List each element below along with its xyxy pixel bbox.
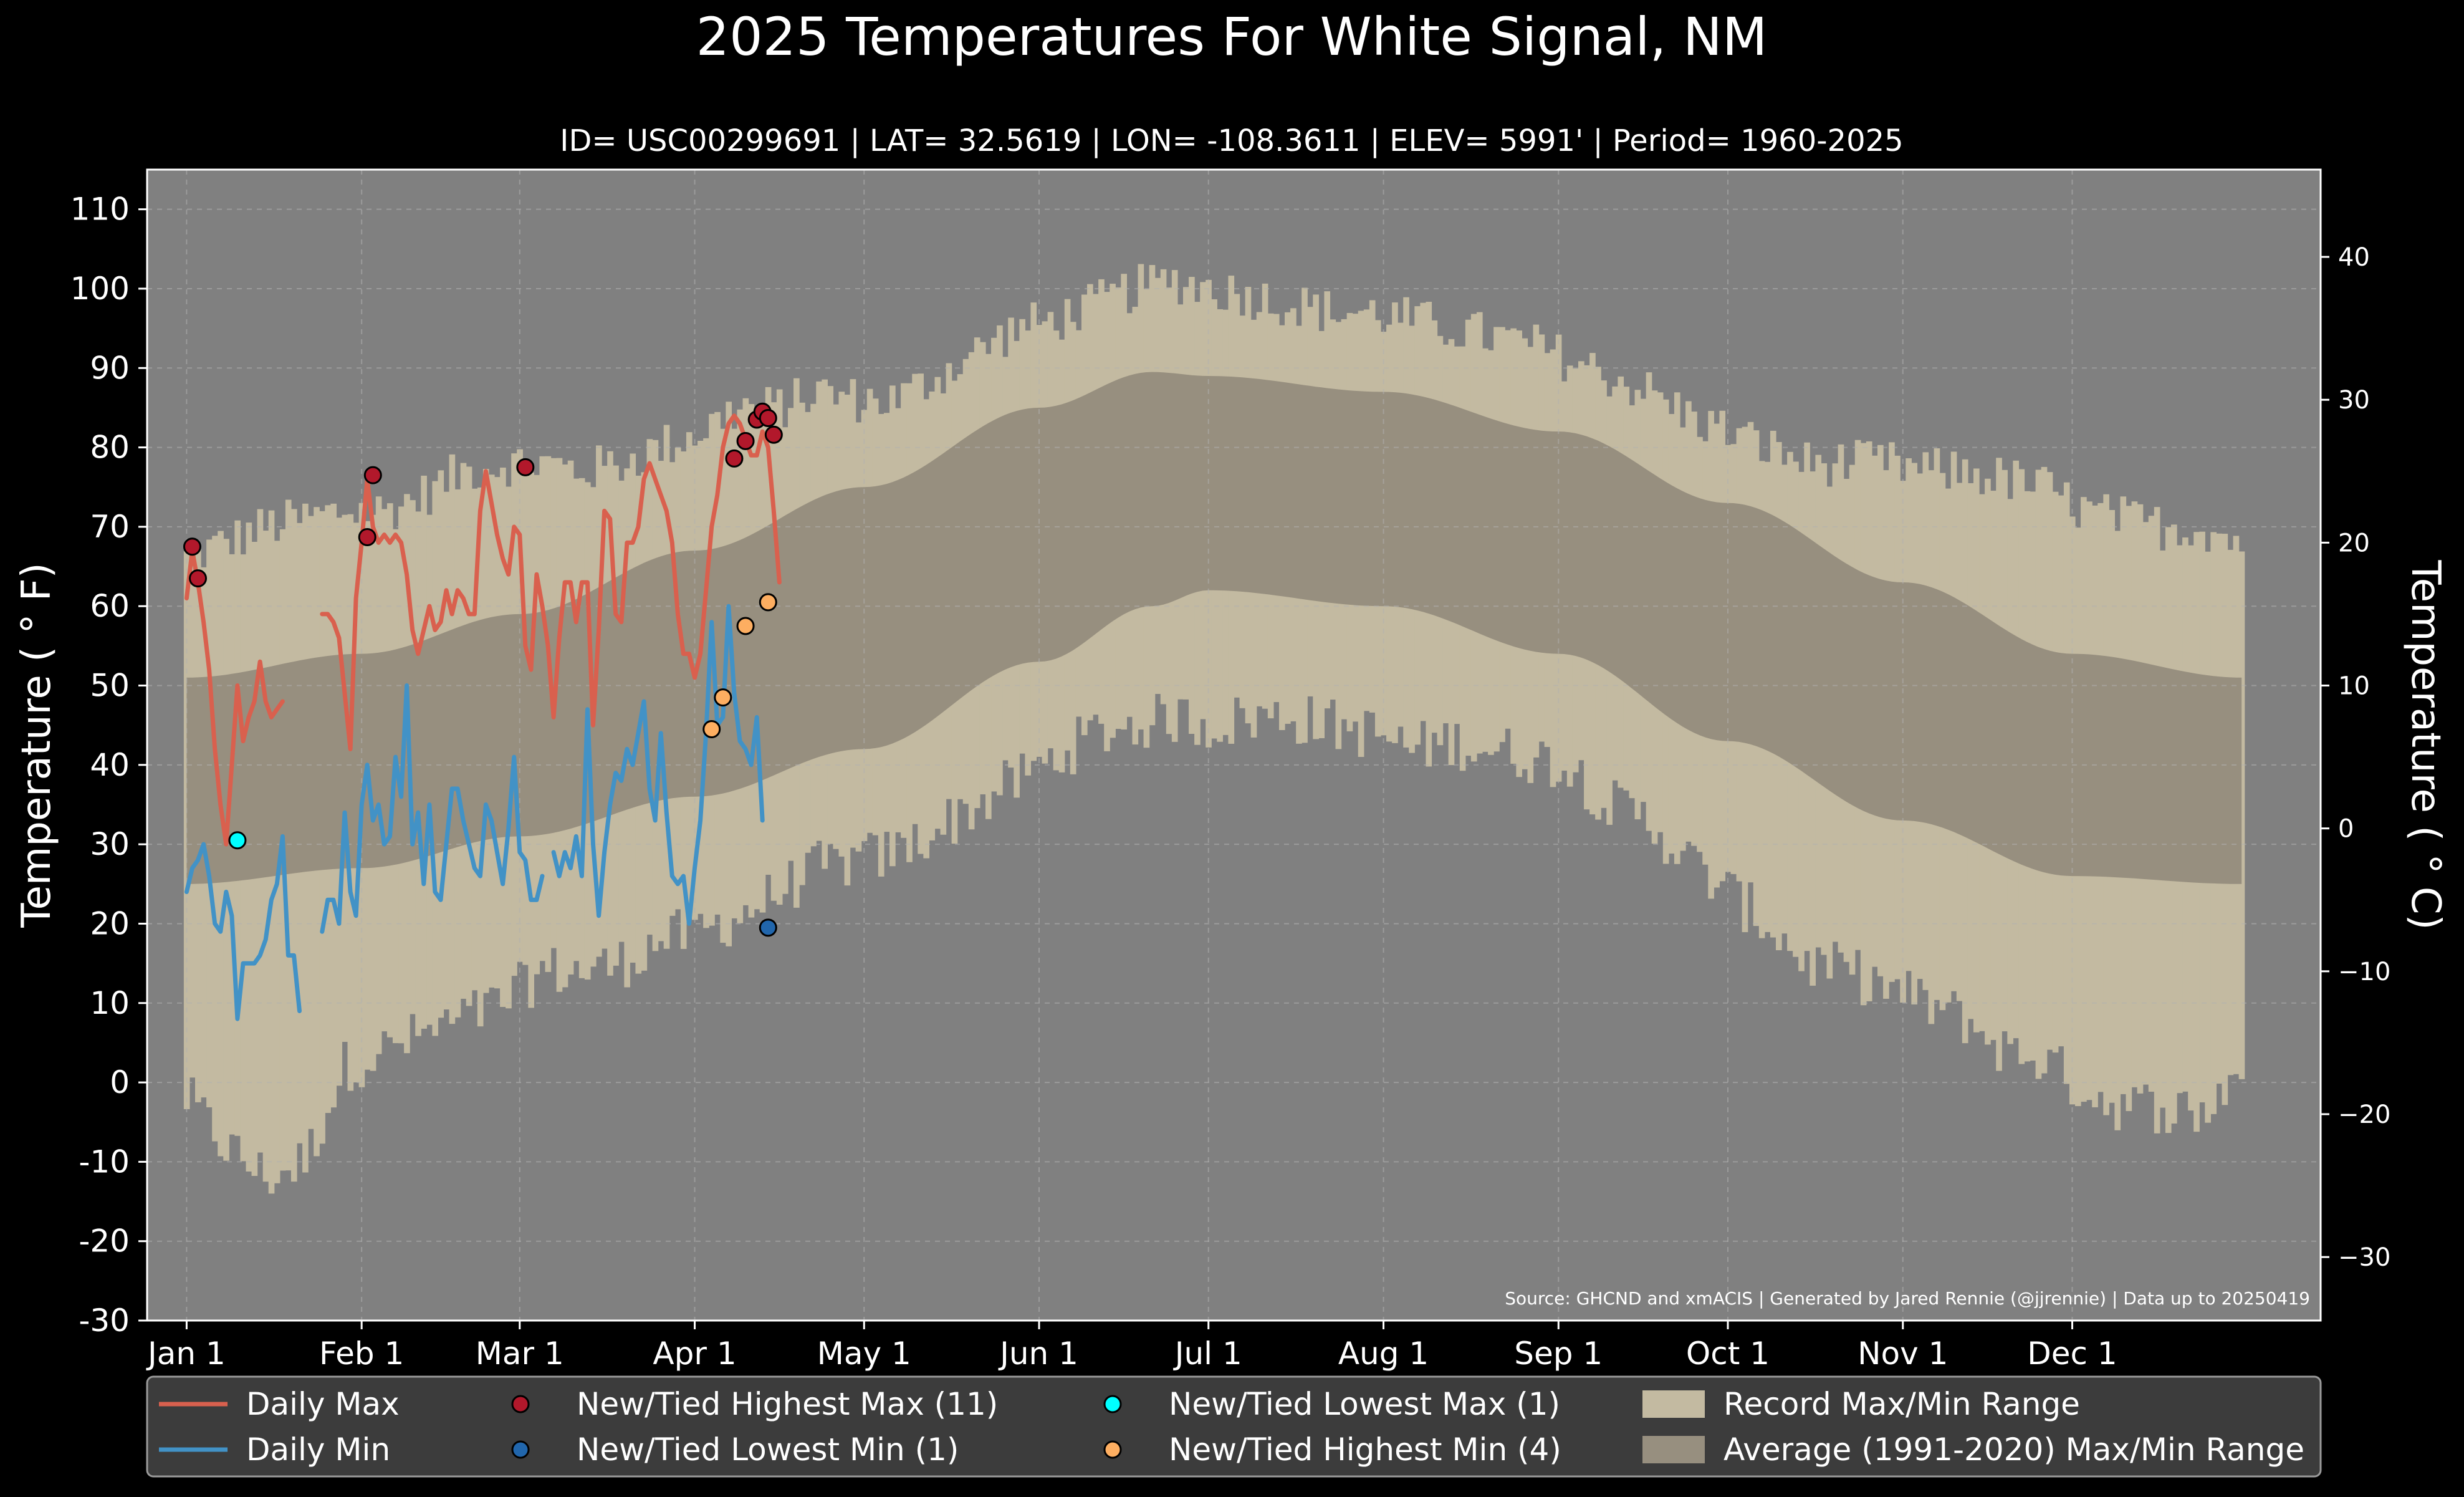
y-tick-label-right: −10 xyxy=(2338,958,2390,986)
legend-item: Record Max/Min Range xyxy=(1642,1386,2080,1422)
legend-label: Record Max/Min Range xyxy=(1723,1386,2080,1422)
y-tick-label: 10 xyxy=(90,985,130,1021)
x-tick-label: Jan 1 xyxy=(146,1336,226,1372)
y-tick-label: 20 xyxy=(90,905,130,941)
y-tick-label: -10 xyxy=(79,1143,130,1180)
y-tick-label-right: −30 xyxy=(2338,1243,2390,1272)
y-tick-label-right: 10 xyxy=(2338,672,2370,701)
x-tick-label: Sep 1 xyxy=(1514,1336,1603,1372)
legend: Daily Max Daily Min New/Tied Highest Max (… xyxy=(146,1375,2322,1478)
legend-item: New/Tied Lowest Max (1) xyxy=(1103,1386,1560,1422)
legend-swatch-patch xyxy=(1642,1390,1705,1418)
series-line-daily-min xyxy=(184,604,765,1021)
x-tick-label: Mar 1 xyxy=(476,1336,564,1372)
legend-label: New/Tied Highest Max (11) xyxy=(577,1386,998,1422)
marker-highest-max xyxy=(358,527,376,546)
y-tick-label: 90 xyxy=(90,350,130,386)
y-tick-label: 100 xyxy=(70,271,130,307)
y-tick-label: 50 xyxy=(90,668,130,704)
y-axis-label-left: Temperature ( ° F) xyxy=(14,562,60,928)
x-tick-label: Nov 1 xyxy=(1858,1336,1948,1372)
marker-highest-min xyxy=(759,593,777,612)
y-tick-label-right: 0 xyxy=(2338,815,2354,844)
x-tick-label: Feb 1 xyxy=(319,1336,404,1372)
y-tick-label: 0 xyxy=(110,1064,130,1100)
x-tick-label: Jun 1 xyxy=(998,1336,1078,1372)
marker-lowest-min xyxy=(759,918,777,937)
marker-lowest-max xyxy=(228,831,247,850)
series-line-daily-max xyxy=(184,413,782,847)
source-note: Source: GHCND and xmACIS | Generated by … xyxy=(1505,1288,2310,1309)
plot-frame xyxy=(146,168,2322,1322)
y-tick-label: 30 xyxy=(90,826,130,862)
x-tick-label: Dec 1 xyxy=(2027,1336,2117,1372)
legend-item: Daily Min xyxy=(159,1432,390,1468)
x-tick-label: Oct 1 xyxy=(1686,1336,1770,1372)
y-tick-label: 80 xyxy=(90,430,130,466)
series-lines xyxy=(184,413,782,1021)
y-tick-label-right: 40 xyxy=(2338,243,2370,272)
y-tick-label: 40 xyxy=(90,747,130,783)
y-tick-label: -20 xyxy=(79,1223,130,1259)
y-tick-label: 70 xyxy=(90,509,130,545)
legend-label: New/Tied Lowest Min (1) xyxy=(577,1432,959,1468)
record-markers xyxy=(183,402,783,937)
legend-label: New/Tied Highest Min (4) xyxy=(1169,1432,1561,1468)
y-tick-label-right: 20 xyxy=(2338,529,2370,557)
y-tick-label-right: −20 xyxy=(2338,1100,2390,1129)
marker-highest-max xyxy=(363,466,382,484)
x-tick-label: Apr 1 xyxy=(653,1336,736,1372)
legend-box xyxy=(146,1375,2322,1478)
legend-item: Daily Max xyxy=(159,1386,400,1422)
average-range-band xyxy=(186,372,2242,884)
marker-highest-min xyxy=(714,688,732,707)
plot-area xyxy=(147,170,2321,1321)
gridlines xyxy=(147,170,2321,1321)
marker-highest-max xyxy=(725,449,744,468)
legend-label: Daily Min xyxy=(246,1432,390,1468)
legend-swatch-marker xyxy=(1103,1440,1122,1459)
marker-highest-max xyxy=(189,569,208,588)
legend-label: Daily Max xyxy=(246,1386,400,1422)
chart-title: 2025 Temperatures For White Signal, NM xyxy=(696,6,1768,67)
legend-swatch-marker xyxy=(511,1395,530,1413)
y-axis-label-right: Temperature ( ° C) xyxy=(2402,559,2448,930)
marker-highest-max xyxy=(759,408,777,427)
marker-highest-max xyxy=(183,537,201,556)
legend-item: New/Tied Lowest Min (1) xyxy=(511,1432,959,1468)
y-tick-label: -30 xyxy=(79,1302,130,1339)
record-range-bar xyxy=(2238,551,2245,1079)
legend-swatch-patch xyxy=(1642,1436,1705,1463)
marker-highest-max xyxy=(736,431,755,450)
x-tick-label: May 1 xyxy=(817,1336,911,1372)
legend-label: Average (1991-2020) Max/Min Range xyxy=(1723,1432,2304,1468)
legend-item: New/Tied Highest Min (4) xyxy=(1103,1432,1561,1468)
legend-swatch-marker xyxy=(1103,1395,1122,1413)
marker-highest-min xyxy=(736,617,755,635)
y-tick-label: 60 xyxy=(90,588,130,624)
legend-label: New/Tied Lowest Max (1) xyxy=(1169,1386,1560,1422)
chart-subtitle: ID= USC00299691 | LAT= 32.5619 | LON= -1… xyxy=(560,123,1903,158)
x-tick-label: Jul 1 xyxy=(1173,1336,1242,1372)
legend-swatch-marker xyxy=(511,1440,530,1459)
x-tick-label: Aug 1 xyxy=(1338,1336,1429,1372)
marker-highest-max xyxy=(516,458,535,476)
y-tick-label-right: 30 xyxy=(2338,386,2370,415)
marker-highest-max xyxy=(764,425,783,444)
legend-item: New/Tied Highest Max (11) xyxy=(511,1386,998,1422)
marker-highest-min xyxy=(702,720,721,739)
legend-item: Average (1991-2020) Max/Min Range xyxy=(1642,1432,2304,1468)
y-tick-label: 110 xyxy=(70,191,130,228)
